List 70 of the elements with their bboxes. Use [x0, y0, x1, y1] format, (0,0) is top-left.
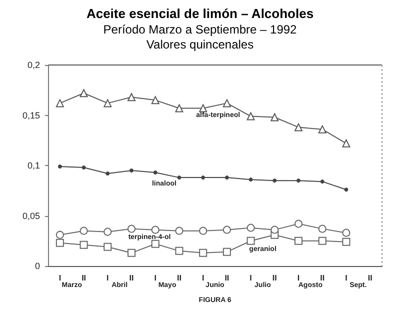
- point: [270, 226, 279, 234]
- point: [318, 236, 326, 245]
- chart-title: Aceite esencial de limón – Alcoholes: [86, 6, 314, 21]
- x-tick-label: I: [345, 274, 348, 282]
- point: [342, 228, 350, 237]
- point: [272, 178, 277, 183]
- point: [294, 123, 302, 132]
- x-tick-label: II: [224, 274, 230, 282]
- point: [175, 246, 184, 255]
- x-tick-label: I: [106, 274, 109, 282]
- x-tick-label: II: [368, 274, 372, 282]
- point: [175, 104, 184, 112]
- x-tick-label: I: [202, 274, 204, 282]
- point: [130, 168, 134, 173]
- point: [128, 93, 136, 102]
- x-tick-label: I: [297, 274, 300, 282]
- point: [104, 228, 112, 236]
- point: [104, 99, 112, 108]
- point: [222, 99, 231, 108]
- point: [151, 226, 160, 234]
- point: [128, 248, 136, 257]
- point: [246, 224, 255, 232]
- point: [80, 89, 88, 98]
- point: [222, 248, 231, 256]
- y-tick-label: 0,2: [27, 60, 40, 70]
- point: [177, 176, 182, 180]
- point: [175, 226, 184, 235]
- point: [246, 112, 255, 120]
- point: [318, 224, 326, 233]
- x-tick-label: II: [176, 274, 182, 282]
- point: [80, 240, 88, 249]
- y-tick-label: 0,05: [22, 210, 40, 221]
- point: [224, 176, 229, 180]
- y-tick-label: 0: [34, 261, 40, 271]
- point: [58, 164, 62, 169]
- x-tick-label: II: [272, 274, 277, 282]
- point: [104, 242, 112, 251]
- point: [342, 238, 350, 246]
- point: [294, 236, 302, 245]
- point: [246, 236, 255, 245]
- point: [199, 248, 208, 257]
- point: [318, 125, 326, 134]
- point: [153, 170, 158, 175]
- y-tick-label: 0,1: [27, 160, 40, 170]
- point: [199, 226, 208, 235]
- x-tick-label: I: [58, 274, 62, 282]
- x-tick-label: II: [129, 274, 134, 282]
- x-tick-label: I: [250, 274, 252, 282]
- point: [56, 230, 64, 239]
- point: [222, 226, 231, 234]
- point: [342, 139, 350, 148]
- point: [151, 96, 160, 104]
- point: [294, 220, 302, 228]
- point: [82, 166, 86, 170]
- point: [270, 113, 279, 122]
- point: [296, 178, 300, 183]
- point: [320, 180, 324, 184]
- point: [106, 172, 110, 176]
- point: [56, 238, 64, 247]
- x-tick-label: II: [82, 274, 86, 282]
- chart-subtitle: Período Marzo a Septiembre – 1992 Valores quincenales: [103, 22, 298, 52]
- x-tick-label: I: [154, 274, 156, 282]
- point: [248, 178, 253, 182]
- point: [56, 99, 64, 108]
- y-tick-label: 0,15: [22, 110, 40, 120]
- point: [128, 224, 136, 233]
- point: [80, 226, 88, 235]
- point: [344, 188, 348, 192]
- point: [201, 176, 206, 180]
- x-tick-label: II: [320, 274, 325, 282]
